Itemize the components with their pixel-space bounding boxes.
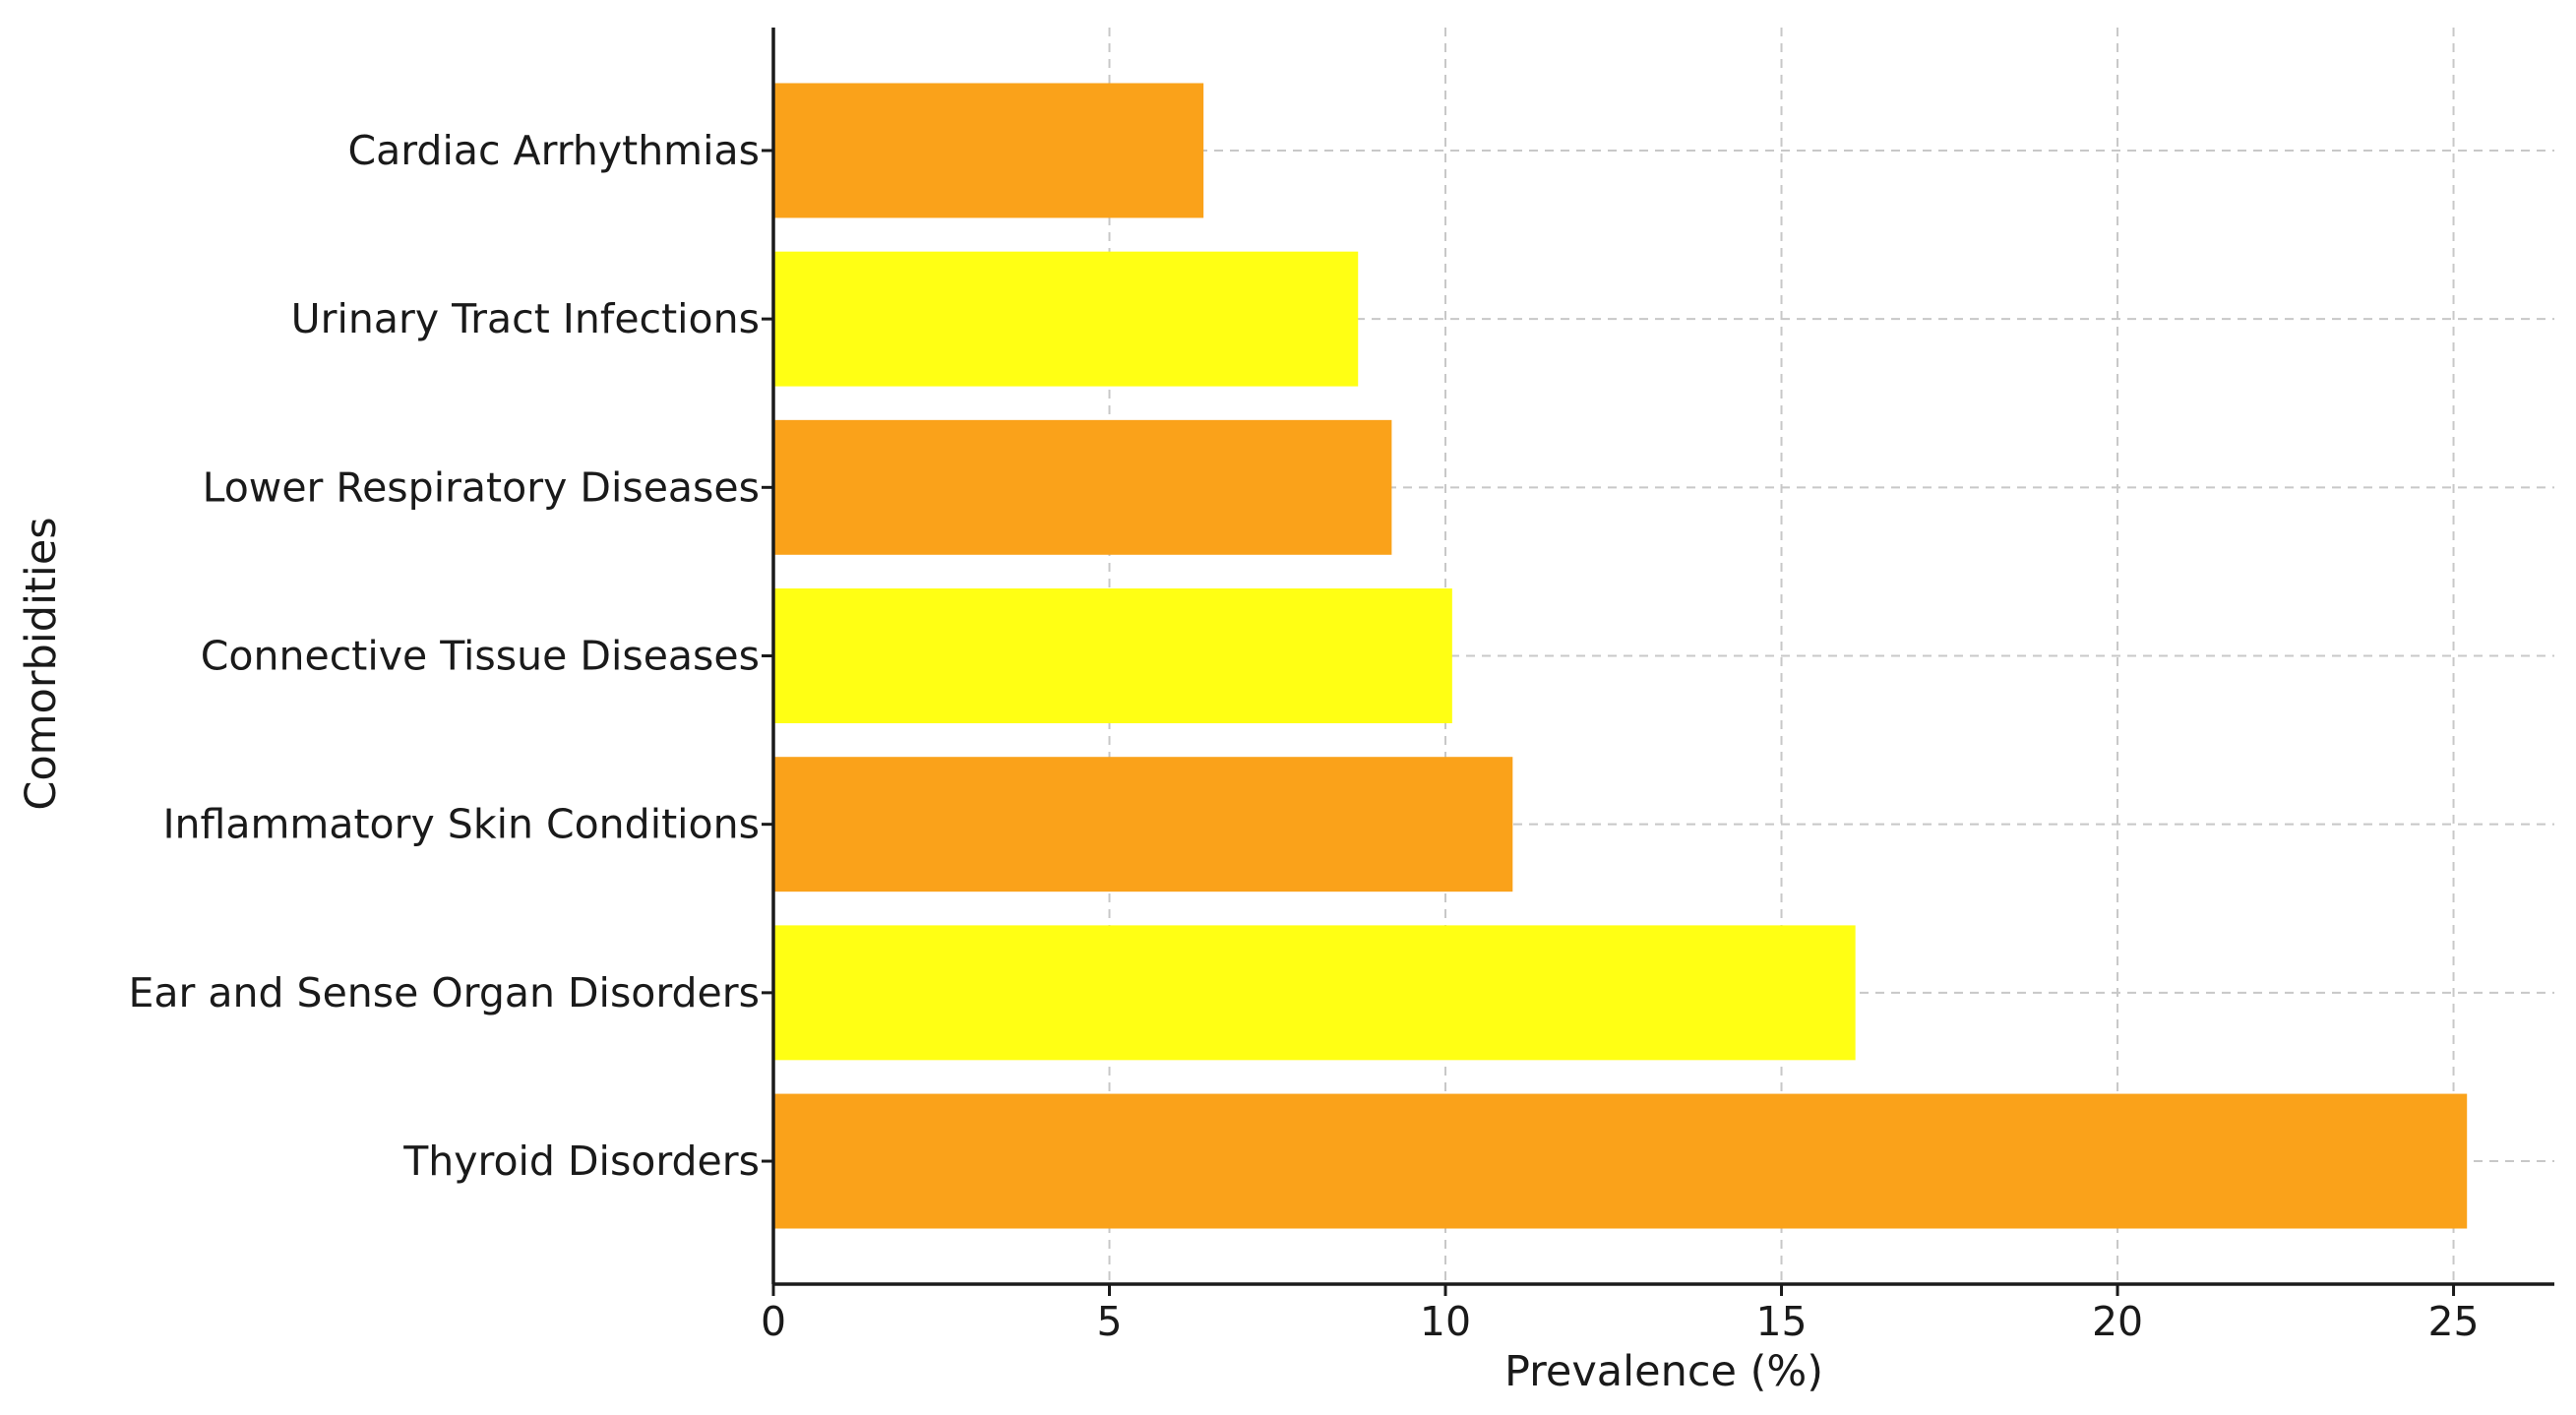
category-label: Ear and Sense Organ Disorders xyxy=(128,969,760,1016)
category-label: Inflammatory Skin Conditions xyxy=(162,801,760,848)
ticks: 0 5 10 15 20 25 xyxy=(761,149,2480,1345)
x-tick-label: 20 xyxy=(2092,1298,2143,1345)
bars xyxy=(773,83,2468,1229)
bar xyxy=(773,419,1392,555)
x-axis-title: Prevalence (%) xyxy=(1504,1347,1823,1396)
grid xyxy=(772,28,2554,1284)
category-label: Thyroid Disorders xyxy=(402,1138,760,1185)
x-tick-label: 25 xyxy=(2427,1298,2479,1345)
bar xyxy=(773,925,1856,1061)
bar xyxy=(773,1093,2468,1229)
category-label: Urinary Tract Infections xyxy=(291,295,760,342)
category-label: Lower Respiratory Diseases xyxy=(203,463,760,511)
x-tick-label: 10 xyxy=(1420,1298,1471,1345)
bar xyxy=(773,251,1359,387)
x-tick-label: 15 xyxy=(1755,1298,1807,1345)
category-label: Connective Tissue Diseases xyxy=(201,633,760,680)
category-label: Cardiac Arrhythmias xyxy=(348,127,760,174)
y-axis-title: Comorbidities xyxy=(17,517,66,810)
category-labels: Thyroid Disorders Ear and Sense Organ Dis… xyxy=(128,127,760,1185)
x-tick-label: 5 xyxy=(1096,1298,1122,1345)
x-tick-label: 0 xyxy=(761,1298,786,1345)
bar xyxy=(773,83,1204,218)
bar xyxy=(773,757,1513,892)
bar xyxy=(773,588,1452,723)
